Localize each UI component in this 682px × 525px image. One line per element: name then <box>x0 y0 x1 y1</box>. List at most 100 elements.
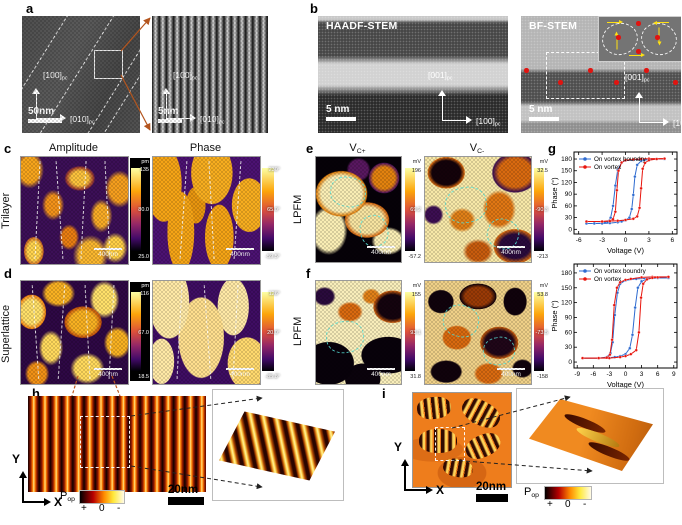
svg-text:6: 6 <box>671 237 675 244</box>
svg-text:0: 0 <box>624 237 628 244</box>
vortex-core-dot <box>588 68 593 73</box>
p-subscript: op <box>67 495 75 503</box>
panel-i-label: i <box>382 386 386 401</box>
x-axis-label: X <box>436 483 445 497</box>
trilayer-amplitude-map: 400nm <box>20 156 129 265</box>
scale-text: 20nm <box>476 481 507 493</box>
panel-e-label: e <box>306 141 314 156</box>
scale-text: 20nm <box>168 484 199 496</box>
scale-bar-line <box>158 119 182 123</box>
right-arrow-icon <box>22 497 51 506</box>
stripe-patch <box>462 428 504 464</box>
colorbar-gradient <box>131 292 141 371</box>
stripe-3d-slab <box>219 411 335 481</box>
lpfm-vc-plus-map: 400nm <box>315 156 402 263</box>
lpfm-row-label: LPFM <box>292 316 304 346</box>
bf-stem-image: BF-STEM [001]pc [100]pc 5 nm <box>521 16 681 133</box>
colorbar-max: 32.5 <box>537 168 548 174</box>
scale-bar-line <box>28 119 62 123</box>
colorbar-unit: mV <box>539 283 548 289</box>
panel-d-label: d <box>4 266 12 281</box>
zoom-region-dashed-box <box>435 427 465 461</box>
svg-text:180: 180 <box>561 270 572 277</box>
haadf-title: HAADF-STEM <box>326 20 398 32</box>
axis-subscript: pc <box>643 77 650 84</box>
svg-text:-6: -6 <box>576 237 582 244</box>
svg-text:120: 120 <box>561 179 572 186</box>
axis-text: [100] <box>43 70 62 80</box>
contour-line <box>356 211 392 251</box>
y-axis-label: Y <box>394 440 403 454</box>
lpfm-map-f2: 400nm <box>424 280 532 385</box>
v-subscript: C- <box>477 147 485 155</box>
scale-bar-line <box>529 117 559 121</box>
right-arrow-icon <box>639 118 669 127</box>
colorbar-mid: 93.1 <box>410 329 421 336</box>
map-scale-bar: 400nm <box>497 367 525 378</box>
mv-colorbar: mV 155 93.1 31.8 <box>404 282 422 381</box>
up-arrow-icon <box>438 90 447 120</box>
vortex-core-dot <box>614 80 619 85</box>
vertical-axis-label: [100]pc <box>173 70 197 81</box>
map-scale-bar: 400nm <box>367 367 395 378</box>
pop-colorbar-gradient <box>544 486 592 500</box>
svg-text:-6: -6 <box>590 371 596 378</box>
stem-zoom-image: [100]pc [010]pc 5nm <box>152 16 268 133</box>
horizontal-axis-label: [100]pc <box>476 116 500 127</box>
zoom-region-dashed-box <box>80 416 130 468</box>
colorbar-max: 126° <box>268 291 280 297</box>
horizontal-axis-label: [010]pc <box>200 114 224 125</box>
pop-zero-sign: 0 <box>99 503 105 514</box>
svg-text:150: 150 <box>561 168 572 175</box>
haadf-stem-image: HAADF-STEM [001]pc [100]pc 5 nm <box>318 16 508 133</box>
scale-text: 400nm <box>98 370 118 378</box>
map-scale-bar: 400nm <box>497 245 525 256</box>
xy-axes: Y X <box>12 452 74 509</box>
lpfm-vc-minus-map: 400nm <box>424 156 532 263</box>
svg-text:Phase (°): Phase (°) <box>550 177 559 209</box>
stripe-3d-render-box <box>212 389 344 501</box>
scale-bar: 5 nm <box>529 104 559 121</box>
colorbar-gradient <box>534 292 544 371</box>
pop-colorbar-label: Pop <box>524 486 539 499</box>
domain-boundary-dashed-line <box>57 27 140 133</box>
panel-h-label: h <box>32 386 40 401</box>
colorbar-max: 135 <box>139 167 149 173</box>
colorbar-min: -158 <box>536 374 548 380</box>
trilayer-row-label: Trilayer <box>0 192 12 230</box>
axis-subscript: pc <box>218 119 225 125</box>
mv-colorbar: mV 32.5 -90.3 -213 <box>533 158 549 261</box>
scale-bar-line <box>497 245 525 248</box>
scale-text: 400nm <box>230 250 250 258</box>
vortex-core-dot <box>636 49 641 54</box>
colorbar-unit: mV <box>412 159 421 165</box>
vertical-axis-label: [001]pc <box>428 70 452 81</box>
vortex-core-dot <box>636 21 641 26</box>
vortex-core-dot <box>558 80 563 85</box>
colorbar-min: -213 <box>536 254 548 260</box>
svg-text:Voltage (V): Voltage (V) <box>607 246 645 255</box>
scale-text: 400nm <box>98 250 118 258</box>
svg-text:30: 30 <box>565 215 573 222</box>
zoom-region-box <box>94 50 123 79</box>
up-arrow-icon <box>400 459 409 490</box>
mv-colorbar: mV 53.8 -73.5 -158 <box>533 282 549 381</box>
svg-text:150: 150 <box>561 285 572 292</box>
domain-wall-dashed-line <box>34 161 41 259</box>
scale-bar-line <box>476 494 508 502</box>
scale-bar-line <box>94 247 122 250</box>
right-arrow-icon <box>404 485 433 494</box>
scale-text: 50nm <box>28 106 55 117</box>
amplitude-colorbar: pm 116 67.0 18.5 <box>130 282 150 381</box>
contour-line <box>480 333 518 369</box>
svg-text:0: 0 <box>568 226 572 233</box>
domain-wall-dashed-line <box>108 285 115 379</box>
contour-line <box>323 318 367 356</box>
mv-colorbar: mV 196 69.2 -57.2 <box>404 158 422 261</box>
scale-bar: 20nm <box>168 484 204 505</box>
pop-minus-sign: - <box>583 499 587 510</box>
svg-text:-3: -3 <box>607 371 613 378</box>
pop-zero-sign: 0 <box>565 499 571 510</box>
svg-text:90: 90 <box>565 314 573 321</box>
